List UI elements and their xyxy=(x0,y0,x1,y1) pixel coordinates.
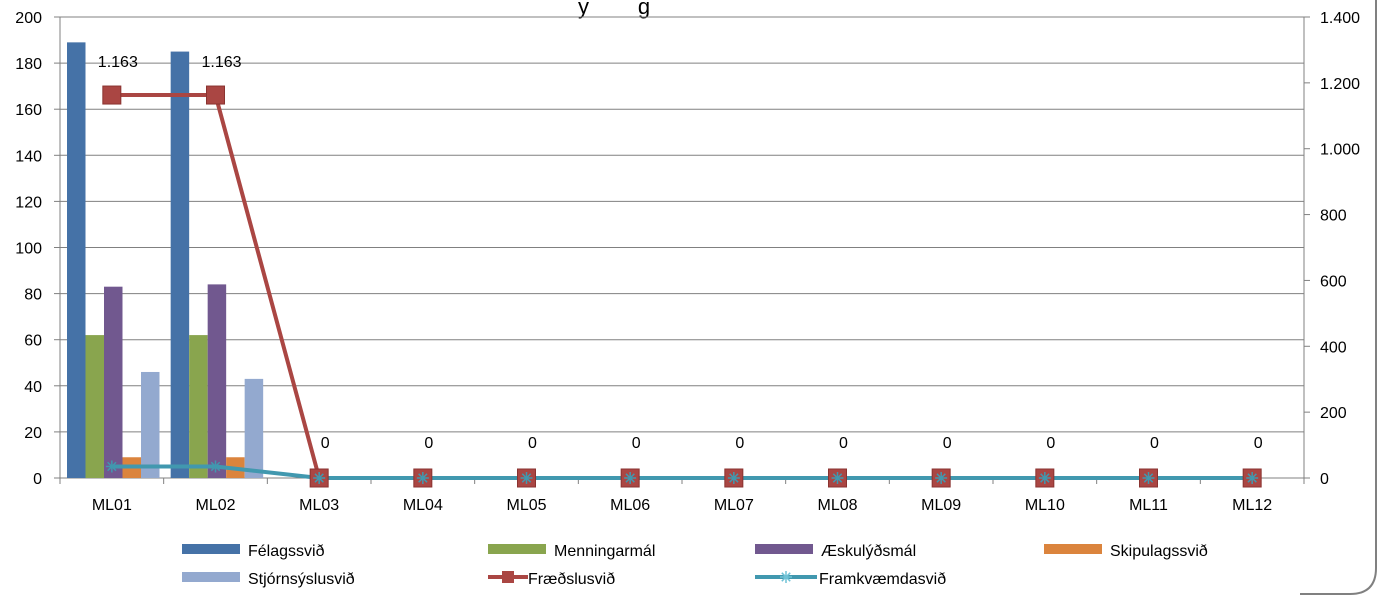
category-label: ML05 xyxy=(506,497,546,514)
right-axis-tick-label: 600 xyxy=(1320,273,1347,290)
star-marker-stroke xyxy=(1247,473,1257,483)
data-label: 0 xyxy=(1150,435,1159,452)
category-label: ML04 xyxy=(403,497,443,514)
legend-swatch xyxy=(755,544,813,554)
right-axis-tick-label: 200 xyxy=(1320,405,1347,422)
bar xyxy=(244,378,264,478)
legend-item: Skipulagssvið xyxy=(1044,543,1208,560)
legend-label: Stjórnsýslusvið xyxy=(248,571,355,588)
right-axis-tick-label: 800 xyxy=(1320,208,1347,225)
left-axis-tick-label: 200 xyxy=(15,10,42,27)
right-axis-tick-label: 400 xyxy=(1320,339,1347,356)
category-label: ML11 xyxy=(1129,497,1168,514)
data-label: 0 xyxy=(1046,435,1055,452)
bar xyxy=(67,42,86,478)
right-axis-tick-label: 0 xyxy=(1320,471,1329,488)
star-marker-stroke xyxy=(781,572,791,582)
bar xyxy=(207,284,227,478)
right-axis-tick-label: 1.000 xyxy=(1320,142,1360,159)
square-marker xyxy=(206,85,225,105)
star-marker-stroke xyxy=(521,473,532,483)
legend-item: Félagssvið xyxy=(182,543,325,560)
legend-square-marker xyxy=(502,571,514,583)
data-label: 1.163 xyxy=(201,54,241,71)
star-marker-stroke xyxy=(729,473,739,483)
data-label: 1.163 xyxy=(98,54,138,71)
data-label: 0 xyxy=(735,435,744,452)
left-axis-tick-label: 40 xyxy=(24,379,42,396)
bar xyxy=(104,286,123,478)
star-marker-stroke xyxy=(625,473,635,483)
legend-label: Æskulýðsmál xyxy=(821,543,916,560)
left-axis-tick-label: 0 xyxy=(33,471,42,488)
category-label: ML12 xyxy=(1232,497,1272,514)
data-label: 0 xyxy=(1254,435,1263,452)
data-label: 0 xyxy=(943,435,952,452)
bar-series xyxy=(67,42,264,478)
bar xyxy=(170,51,190,478)
line-series xyxy=(102,85,1262,488)
category-label: ML03 xyxy=(299,497,339,514)
series-line xyxy=(111,464,1253,480)
left-axis-tick-label: 140 xyxy=(15,148,42,165)
star-marker-stroke xyxy=(1040,473,1050,483)
legend-item: Menningarmál xyxy=(488,543,655,560)
bar xyxy=(85,335,104,478)
legend-label: Fræðslusvið xyxy=(528,571,615,588)
star-marker-stroke xyxy=(107,461,117,472)
category-label: ML07 xyxy=(714,497,754,514)
bar xyxy=(189,335,208,478)
legend-item: Æskulýðsmál xyxy=(755,543,916,560)
left-axis-tick-label: 160 xyxy=(15,102,42,119)
legend-swatch xyxy=(488,544,546,554)
legend: Félagssvið Menningarmál Æskulýðsmál Skipula… xyxy=(182,543,1208,588)
left-axis-tick-label: 60 xyxy=(24,333,42,350)
legend-item: Fræðslusvið xyxy=(488,571,615,588)
category-label: ML09 xyxy=(921,497,961,514)
star-marker-stroke xyxy=(1143,473,1154,483)
category-label: ML08 xyxy=(817,497,857,514)
right-axis-tick-label: 1.200 xyxy=(1320,76,1360,93)
data-label: 0 xyxy=(424,435,433,452)
bar xyxy=(141,371,160,478)
left-axis-tick-label: 80 xyxy=(24,287,42,304)
legend-label: Skipulagssvið xyxy=(1110,543,1208,560)
data-label: 0 xyxy=(839,435,848,452)
left-axis-tick-label: 180 xyxy=(15,56,42,73)
legend-item: Framkvæmdasvið xyxy=(755,571,946,588)
legend-swatch xyxy=(182,572,240,582)
legend-item: Stjórnsýslusvið xyxy=(182,571,355,588)
star-marker-stroke xyxy=(936,473,946,483)
chart-title-fragment: y g xyxy=(578,0,650,19)
star-marker-stroke xyxy=(832,473,843,483)
data-label: 0 xyxy=(632,435,641,452)
legend-label: Menningarmál xyxy=(554,543,655,560)
gridlines xyxy=(60,16,1304,433)
right-axis-tick-label: 1.400 xyxy=(1320,10,1360,27)
data-label: 0 xyxy=(321,435,330,452)
legend-swatch xyxy=(1044,544,1102,554)
star-marker-stroke xyxy=(210,461,221,472)
square-marker xyxy=(102,85,122,105)
chart-frame xyxy=(1300,0,1377,595)
category-label: ML01 xyxy=(92,497,132,514)
legend-label: Félagssvið xyxy=(248,543,325,560)
star-marker-stroke xyxy=(314,473,324,483)
legend-swatch xyxy=(182,544,240,554)
legend-label: Framkvæmdasvið xyxy=(819,571,946,588)
category-label: ML02 xyxy=(195,497,235,514)
category-label: ML10 xyxy=(1025,497,1065,514)
category-label: ML06 xyxy=(610,497,650,514)
data-labels: 1.163 1.163 0 0 0 0 0 0 0 0 0 0 xyxy=(98,54,1263,452)
data-label: 0 xyxy=(528,435,537,452)
left-axis-tick-label: 20 xyxy=(24,425,42,442)
left-axis-tick-label: 100 xyxy=(15,241,42,258)
left-axis-tick-label: 120 xyxy=(15,194,42,211)
star-marker-stroke xyxy=(418,473,428,483)
